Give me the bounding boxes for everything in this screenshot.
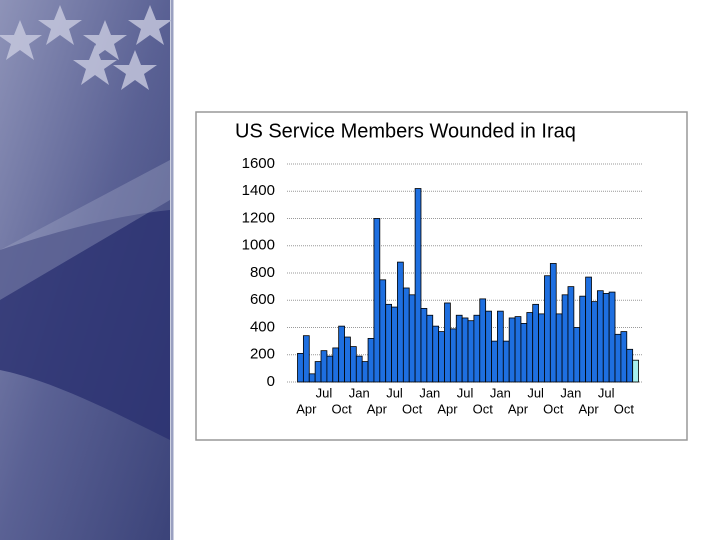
x-tick-label: Apr xyxy=(508,401,529,416)
y-tick-label: 400 xyxy=(250,318,275,335)
x-tick-label: Jan xyxy=(560,385,581,400)
stars xyxy=(0,5,172,90)
x-tick-label: Apr xyxy=(296,401,317,416)
bar xyxy=(491,340,498,383)
y-tick-label: 800 xyxy=(250,264,275,281)
y-tick-label: 1400 xyxy=(242,182,275,199)
bar xyxy=(555,313,563,383)
bar xyxy=(455,314,463,383)
bar xyxy=(602,293,610,383)
chart-title: US Service Members Wounded in Iraq xyxy=(235,120,576,142)
bar xyxy=(355,355,363,383)
bar xyxy=(314,361,322,383)
bar xyxy=(432,325,440,383)
y-tick-label: 1200 xyxy=(242,209,275,226)
bar xyxy=(526,312,534,383)
x-tick-label: Apr xyxy=(437,401,458,416)
y-tick-label: 600 xyxy=(250,291,275,308)
bar xyxy=(585,276,592,383)
bar xyxy=(350,346,357,383)
bar xyxy=(497,310,504,383)
bar xyxy=(338,325,345,383)
x-tick-label: Jul xyxy=(598,385,615,400)
bar xyxy=(297,352,304,383)
x-tick-label: Oct xyxy=(614,401,635,416)
bar xyxy=(402,287,410,383)
bar xyxy=(361,361,369,383)
x-tick-label: Jan xyxy=(349,385,370,400)
y-tick-label: 200 xyxy=(250,346,275,363)
x-tick-label: Apr xyxy=(367,401,388,416)
bar xyxy=(461,317,469,383)
bar xyxy=(473,314,481,383)
bar xyxy=(579,295,587,383)
bar xyxy=(544,275,551,383)
bar xyxy=(367,337,375,383)
bar xyxy=(620,331,628,383)
bar xyxy=(520,323,528,383)
y-tick-label: 1000 xyxy=(242,237,275,254)
bar xyxy=(385,303,392,383)
x-tick-label: Jul xyxy=(457,385,474,400)
bar xyxy=(308,373,316,383)
bar xyxy=(438,331,445,383)
x-tick-label: Oct xyxy=(543,401,564,416)
bar xyxy=(561,294,569,383)
bar xyxy=(596,290,604,383)
bar xyxy=(332,347,340,383)
bar xyxy=(302,335,310,383)
bar xyxy=(573,327,581,383)
bar xyxy=(479,298,487,383)
bar xyxy=(414,188,422,383)
bar xyxy=(508,317,516,383)
bar xyxy=(444,302,451,383)
x-tick-label: Oct xyxy=(331,401,352,416)
bar xyxy=(532,303,539,383)
side-swoosh xyxy=(0,210,170,440)
bar xyxy=(485,310,492,383)
bar xyxy=(632,359,639,383)
bar xyxy=(391,306,398,383)
bar xyxy=(408,294,416,383)
bar xyxy=(567,286,575,383)
x-tick-label: Jul xyxy=(386,385,403,400)
bar xyxy=(426,314,434,383)
bar xyxy=(514,316,522,383)
bar xyxy=(326,355,334,383)
x-tick-label: Oct xyxy=(473,401,494,416)
bar xyxy=(379,279,387,383)
side-stripe xyxy=(0,160,170,300)
bar xyxy=(502,340,510,383)
bar xyxy=(538,313,545,383)
bar xyxy=(420,308,428,383)
bar xyxy=(373,218,381,383)
bar xyxy=(320,350,328,383)
x-tick-label: Apr xyxy=(578,401,599,416)
x-tick-label: Oct xyxy=(402,401,423,416)
bar xyxy=(397,261,404,383)
x-tick-label: Jul xyxy=(527,385,544,400)
chart-frame xyxy=(195,111,688,441)
bar xyxy=(626,348,634,383)
y-tick-label: 0 xyxy=(267,373,275,390)
bar xyxy=(608,291,616,383)
bar xyxy=(549,263,557,383)
bar xyxy=(344,336,351,383)
bar xyxy=(591,301,598,383)
y-tick-label: 1600 xyxy=(242,155,275,172)
bar xyxy=(449,328,457,383)
x-tick-label: Jan xyxy=(490,385,511,400)
x-tick-label: Jan xyxy=(419,385,440,400)
bar xyxy=(614,333,622,383)
bar xyxy=(467,320,475,383)
x-tick-label: Jul xyxy=(316,385,333,400)
